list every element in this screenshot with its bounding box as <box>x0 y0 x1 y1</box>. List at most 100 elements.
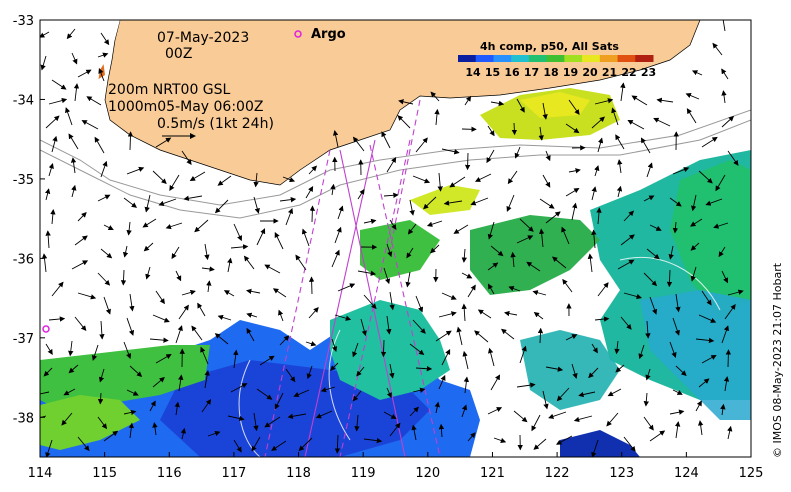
current-vector <box>389 422 401 437</box>
current-vector <box>430 91 440 102</box>
current-vector <box>616 185 623 198</box>
x-tick-label: 121 <box>480 466 505 481</box>
current-vector <box>467 284 476 298</box>
current-vector <box>86 96 102 106</box>
current-vector <box>71 52 78 65</box>
current-vector <box>397 115 411 129</box>
current-vector <box>65 107 73 126</box>
current-vector <box>695 400 702 412</box>
current-vector <box>243 255 255 270</box>
current-vector <box>389 219 397 230</box>
current-vector <box>643 195 655 202</box>
current-vector <box>686 108 697 124</box>
current-vector <box>548 411 567 419</box>
current-vector <box>152 170 167 185</box>
current-vector <box>155 354 172 364</box>
current-vector <box>334 314 352 321</box>
current-vector <box>461 272 473 279</box>
current-vector <box>298 437 313 452</box>
current-vector <box>573 415 593 423</box>
current-vector <box>562 278 573 293</box>
source-label: 200m NRT00 GSL <box>108 82 231 98</box>
current-vector <box>701 354 717 364</box>
current-vector <box>513 410 528 423</box>
current-vector <box>516 98 525 113</box>
current-vector <box>617 159 623 174</box>
current-vector <box>103 430 119 442</box>
current-vector <box>227 257 233 273</box>
current-vector <box>103 296 111 315</box>
current-vector <box>565 123 580 134</box>
current-vector <box>510 251 516 268</box>
current-vector <box>437 172 443 192</box>
argo-float-marker <box>42 325 50 333</box>
current-vector <box>227 415 245 422</box>
current-vector <box>669 341 677 358</box>
colorbar-swatch <box>599 55 619 62</box>
analysis-time-label: 1000m05-May 06:00Z <box>108 99 263 115</box>
current-vector <box>724 303 736 320</box>
current-vector <box>77 436 90 452</box>
current-vector <box>97 392 104 405</box>
x-tick-label: 120 <box>415 466 440 481</box>
current-vector <box>363 218 377 225</box>
bathymetry-contours <box>40 109 751 219</box>
current-vector <box>669 409 685 415</box>
current-vector <box>191 325 203 341</box>
current-vector <box>97 194 111 202</box>
current-vector <box>61 412 73 426</box>
current-vector <box>552 256 567 269</box>
current-vector <box>538 228 545 248</box>
current-vector <box>426 220 443 227</box>
current-vector <box>487 125 495 137</box>
colorbar-tick-label: 20 <box>582 66 598 79</box>
current-vector <box>264 264 281 274</box>
current-vector <box>539 198 555 209</box>
current-vector <box>272 288 287 298</box>
current-vector <box>233 349 239 369</box>
current-vector <box>441 348 451 366</box>
current-vector <box>77 212 87 222</box>
current-vector <box>723 376 730 392</box>
current-vector <box>721 90 727 104</box>
current-vector <box>721 270 728 284</box>
current-vector <box>71 260 89 270</box>
current-vector <box>615 134 625 150</box>
current-vector <box>591 116 605 129</box>
colorbar-swatch <box>493 55 512 62</box>
current-vector <box>438 423 445 438</box>
colorbar-swatch <box>617 55 636 62</box>
current-vector <box>412 175 431 184</box>
current-vector <box>383 192 399 198</box>
current-vector <box>409 199 415 216</box>
current-vector <box>363 437 383 444</box>
current-vector <box>100 248 113 259</box>
current-vector <box>171 246 180 260</box>
current-vector <box>178 304 189 320</box>
current-vector <box>649 224 662 231</box>
current-vector <box>386 315 392 335</box>
current-vector <box>230 383 248 393</box>
current-vector <box>727 425 733 440</box>
current-vector <box>672 221 679 234</box>
current-vector <box>217 175 232 186</box>
current-vector <box>43 367 53 377</box>
current-vector <box>264 416 281 428</box>
current-vector <box>206 280 212 293</box>
current-vector <box>285 208 294 226</box>
current-vector <box>571 202 578 221</box>
current-vector <box>474 173 492 182</box>
current-vector <box>165 222 183 230</box>
colorbar-tick-label: 23 <box>641 66 656 79</box>
current-vector <box>596 207 602 225</box>
current-vector <box>155 290 165 305</box>
current-vector <box>556 435 573 445</box>
current-vector <box>412 387 426 393</box>
current-vector <box>568 168 581 174</box>
current-vector <box>441 148 460 155</box>
current-vector <box>40 31 50 38</box>
current-vector <box>646 248 660 260</box>
current-vector <box>511 122 518 136</box>
date-label: 07-May-2023 <box>157 30 249 46</box>
current-vector <box>214 333 229 345</box>
